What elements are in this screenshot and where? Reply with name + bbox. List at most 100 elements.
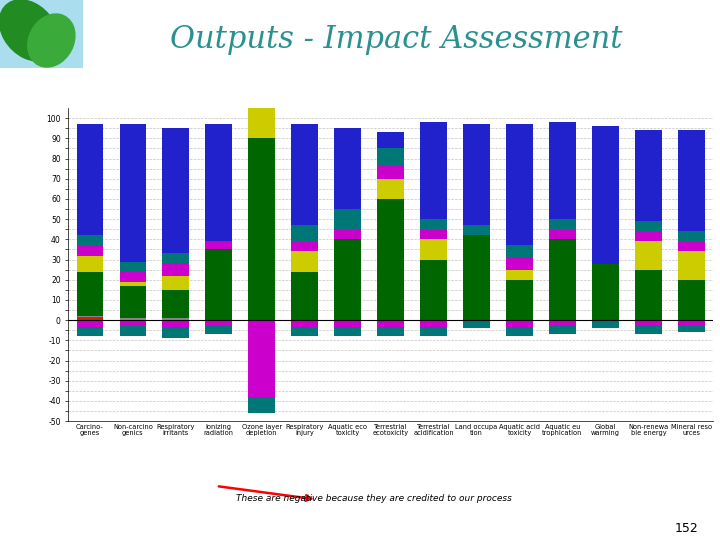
Bar [678,280,705,320]
Bar [506,280,533,320]
Bar [506,258,533,269]
Bar [377,165,404,179]
Bar [76,235,103,245]
Bar [377,199,404,320]
Bar [120,282,146,286]
Bar [420,219,447,230]
Bar [506,269,533,280]
Ellipse shape [0,0,58,61]
Bar [592,264,618,320]
Bar [463,320,490,328]
Bar [635,326,662,334]
Ellipse shape [28,14,75,67]
Bar [76,328,103,336]
Bar [678,130,705,231]
Bar [248,138,275,320]
Bar [76,124,103,235]
Bar [163,264,189,276]
Bar [420,260,447,320]
Bar [549,239,576,320]
Bar [635,221,662,231]
Bar [292,328,318,336]
Bar [76,272,103,316]
Bar [163,253,189,264]
Bar [549,122,576,219]
Bar [248,320,275,397]
Bar [334,128,361,209]
Bar [420,328,447,336]
Bar [377,179,404,199]
Bar [292,320,318,328]
Bar [163,290,189,318]
Bar [463,124,490,225]
Bar [120,272,146,282]
Bar [205,326,232,334]
Bar [506,245,533,258]
Bar [292,124,318,225]
Bar [635,269,662,320]
Bar [334,320,361,328]
Bar [205,124,232,241]
Bar [635,231,662,241]
Bar [120,124,146,261]
Bar [463,225,490,235]
Bar [76,316,103,317]
Bar [377,328,404,336]
Bar [292,252,318,272]
Bar [205,320,232,326]
Bar [120,326,146,336]
Bar [635,130,662,221]
Text: These are negative because they are credited to our process: These are negative because they are cred… [236,494,513,503]
Text: 152: 152 [675,522,698,535]
Bar [292,225,318,241]
Bar [506,328,533,336]
Bar [678,241,705,252]
Bar [549,326,576,334]
Bar [678,320,705,326]
Bar [205,241,232,249]
Bar [377,148,404,165]
Bar [163,318,189,320]
Bar [120,261,146,272]
Bar [76,317,103,320]
Bar [420,122,447,219]
Bar [76,255,103,272]
Bar [248,94,275,108]
Bar [76,245,103,255]
Bar [678,326,705,332]
Bar [334,328,361,336]
Bar [420,320,447,328]
Bar [163,320,189,328]
Bar [463,235,490,320]
Bar [76,320,103,328]
Text: Outputs - Impact Assessment: Outputs - Impact Assessment [170,24,622,55]
Bar [549,219,576,230]
Bar [678,231,705,241]
Bar [635,241,662,269]
Bar [120,320,146,326]
Bar [248,108,275,138]
Bar [120,318,146,320]
Bar [163,276,189,290]
Bar [377,320,404,328]
Bar [592,320,618,328]
Bar [592,126,618,264]
Bar [635,320,662,326]
Bar [506,124,533,245]
Bar [163,328,189,339]
Bar [334,230,361,239]
Bar [292,272,318,320]
Bar [420,230,447,239]
Bar [248,397,275,413]
Bar [163,128,189,253]
Bar [292,241,318,252]
Bar [549,320,576,326]
Bar [420,239,447,260]
Bar [120,286,146,318]
Bar [334,239,361,320]
Bar [334,209,361,230]
Bar [205,249,232,320]
Bar [678,252,705,280]
Bar [506,320,533,328]
Bar [549,230,576,239]
